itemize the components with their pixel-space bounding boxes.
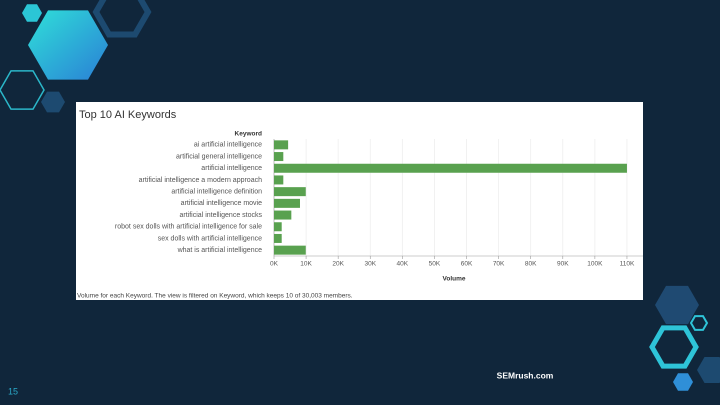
axis-header: Keyword: [235, 131, 262, 138]
hexagon: [689, 315, 709, 331]
hexagon: [28, 10, 108, 80]
hexagon: [697, 357, 720, 383]
x-tick-label: 100K: [587, 261, 603, 268]
bar: [274, 163, 627, 173]
y-tick-label: ai artificial intelligence: [194, 142, 262, 149]
chart-title: Top 10 AI Keywords: [79, 109, 177, 121]
hexagon: [649, 325, 699, 369]
bar: [274, 152, 284, 162]
x-tick-label: 50K: [429, 261, 441, 268]
x-tick-label: 30K: [364, 261, 376, 268]
x-tick-label: 20K: [332, 261, 344, 268]
x-tick-label: 0K: [270, 261, 279, 268]
bar: [274, 187, 306, 197]
y-tick-label: artificial intelligence movie: [181, 200, 262, 207]
bar: [274, 233, 282, 243]
bar: [274, 245, 306, 255]
hexagon: [0, 70, 45, 110]
y-tick-label: artificial intelligence: [201, 165, 262, 172]
caption: Volume for each Keyword. The view is fil…: [77, 293, 353, 300]
hexagon: [41, 91, 65, 113]
x-tick-label: 80K: [525, 261, 537, 268]
x-tick-label: 110K: [620, 261, 635, 268]
decoration: [0, 0, 720, 391]
x-tick-label: 40K: [397, 261, 409, 268]
x-tick-label: 70K: [493, 261, 505, 268]
y-tick-label: what is artificial intelligence: [177, 247, 263, 254]
y-tick-label: artificial intelligence a modern approac…: [139, 177, 262, 184]
hexagon: [655, 285, 699, 325]
bar: [274, 175, 284, 185]
x-tick-label: 60K: [461, 261, 473, 268]
x-axis-label: Volume: [443, 276, 466, 283]
x-tick-label: 90K: [557, 261, 569, 268]
bar: [274, 222, 282, 232]
y-tick-label: artificial general intelligence: [176, 153, 262, 160]
hexagon: [92, 0, 152, 38]
bar: [274, 198, 300, 208]
y-tick-label: sex dolls with artificial intelligence: [158, 235, 262, 242]
chart-panel: [76, 102, 643, 300]
y-tick-label: artificial intelligence definition: [171, 188, 262, 195]
source: SEMrush.com: [497, 370, 554, 380]
hexagon: [673, 373, 693, 391]
bar: [274, 210, 292, 220]
y-tick-label: robot sex dolls with artificial intellig…: [115, 224, 262, 231]
x-tick-label: 10K: [300, 261, 312, 268]
page-number: 15: [8, 386, 18, 396]
bar: [274, 140, 289, 150]
y-tick-label: artificial intelligence stocks: [180, 212, 263, 219]
hexagon: [22, 4, 42, 22]
